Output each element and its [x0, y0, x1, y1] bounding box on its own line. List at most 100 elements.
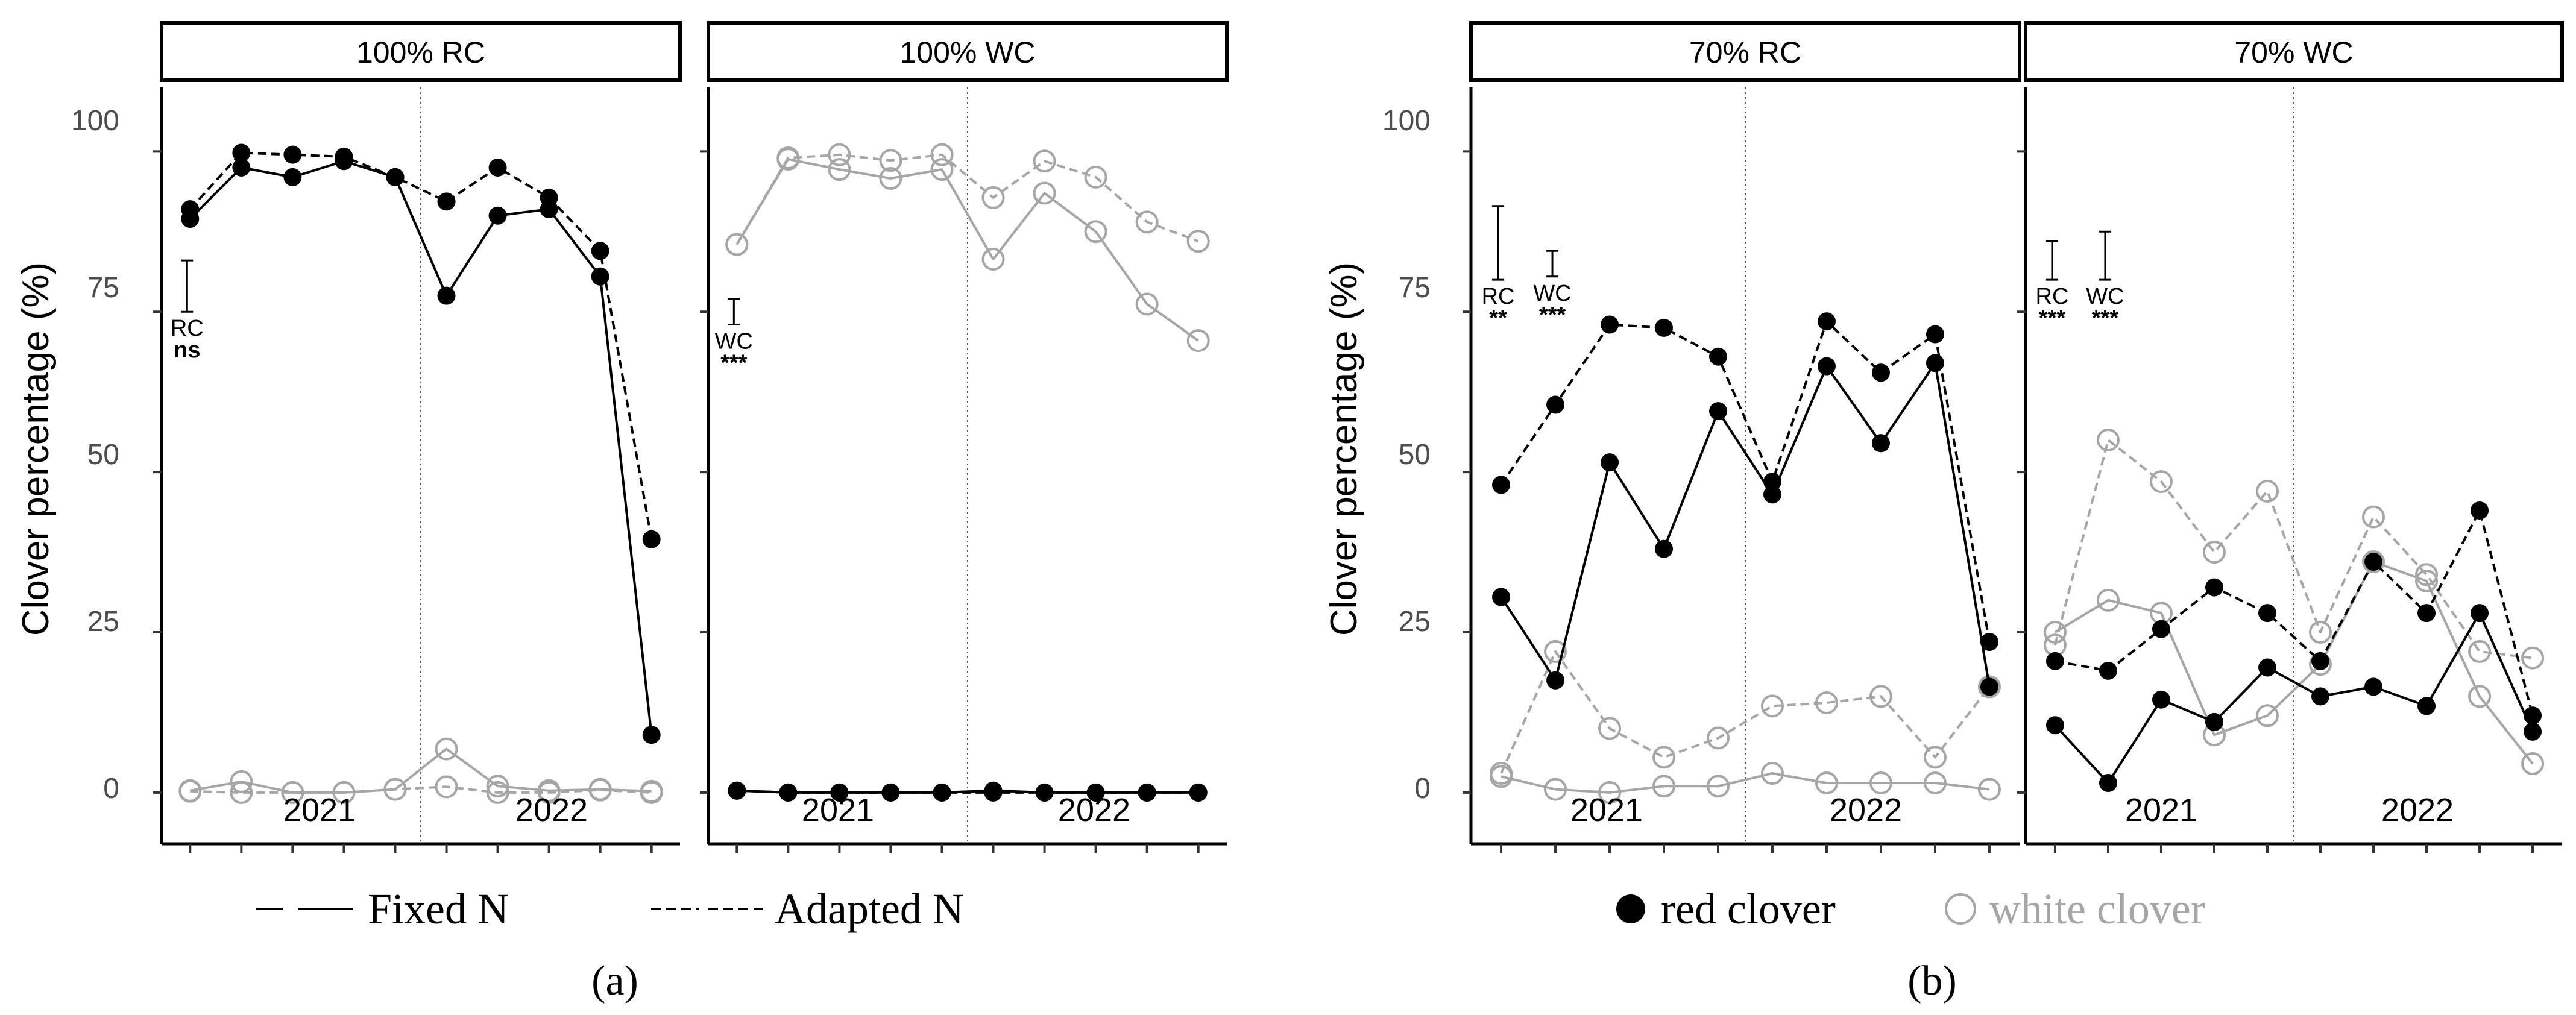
legend-clover: red clover white clover [1616, 885, 2205, 933]
series-line-red-clover-adapted-n [1500, 320, 1991, 643]
data-point-red-clover [2045, 652, 2064, 670]
significance-label: RC [1482, 284, 1515, 309]
y-axis-title: Clover percentage (%) [1323, 262, 1365, 636]
significance-label: WC [1533, 281, 1571, 306]
significance-stars: *** [1539, 303, 1566, 328]
data-point-white-clover [1760, 694, 1784, 718]
series-line-white-clover-adapted-n [2053, 439, 2533, 659]
data-point-white-clover [1923, 746, 1947, 769]
data-point-white-clover [2362, 550, 2385, 574]
data-point-white-clover [281, 781, 304, 804]
data-point-white-clover [2255, 704, 2279, 727]
plot-area: RC** WC*** [1463, 87, 2020, 853]
data-point-red-clover [2099, 661, 2117, 680]
data-point-red-clover [488, 158, 507, 177]
data-point-red-clover [1926, 354, 1944, 372]
data-point-red-clover [1138, 783, 1156, 802]
data-point-red-clover [2045, 716, 2064, 735]
data-point-red-clover [335, 147, 353, 166]
series-line-red-clover-fixed-n [1500, 362, 1991, 687]
data-point-white-clover [2362, 505, 2385, 529]
data-point-white-clover [1490, 762, 1513, 785]
data-point-red-clover [2471, 501, 2489, 520]
data-point-white-clover [1186, 230, 1210, 253]
facet-strip [160, 21, 682, 82]
data-point-red-clover [2205, 712, 2223, 731]
data-point-red-clover [2152, 620, 2170, 638]
facet-strip [2024, 21, 2564, 82]
data-point-red-clover [2099, 773, 2117, 792]
legend-fixed-label: Fixed N [368, 885, 509, 933]
facet-strip-label: 70% WC [2234, 36, 2353, 69]
facet-strip [707, 21, 1229, 82]
data-point-red-clover [1763, 473, 1781, 491]
data-point-white-clover [981, 186, 1005, 209]
legend-adapted-label: Adapted N [775, 885, 964, 933]
data-point-white-clover [383, 778, 407, 801]
panel-tag-a: (a) [591, 958, 638, 1004]
y-tick-label: 100 [71, 105, 119, 137]
data-point-white-clover [981, 248, 1005, 271]
data-point-red-clover [232, 143, 251, 162]
y-tick-label: 25 [1399, 606, 1431, 638]
facet-strip-label: 70% RC [1689, 36, 1801, 69]
legend-white-clover-label: white clover [1989, 885, 2205, 933]
data-point-red-clover [540, 188, 558, 207]
y-tick-label: 50 [87, 439, 119, 471]
year-label-2022: 2022 [515, 792, 588, 828]
y-tick-label: 75 [1399, 272, 1431, 304]
data-point-red-clover [1601, 315, 1619, 334]
series-line-red-clover-fixed-n [189, 160, 653, 735]
data-point-white-clover [1977, 675, 2001, 699]
data-point-white-clover [2468, 639, 2492, 663]
data-point-red-clover [1086, 783, 1105, 802]
data-point-red-clover [1655, 539, 1674, 558]
data-point-white-clover [1084, 220, 1107, 244]
data-point-white-clover [332, 781, 356, 804]
data-point-red-clover [1709, 347, 1728, 366]
plot-area: RC***WC*** [2017, 87, 2562, 853]
data-point-red-clover [1763, 485, 1781, 504]
facet-100-wc: 100% WC WC*** 2021 2022 [700, 21, 1229, 853]
data-point-white-clover [828, 143, 851, 166]
data-point-white-clover [879, 149, 902, 172]
plot-area: WC*** [700, 87, 1227, 853]
year-label-2021: 2021 [802, 792, 874, 828]
data-point-red-clover [2364, 677, 2383, 696]
data-point-white-clover [1869, 771, 1892, 794]
data-point-white-clover [930, 143, 954, 166]
data-point-white-clover [1760, 762, 1784, 785]
data-point-red-clover [1655, 318, 1674, 337]
data-point-white-clover [2521, 752, 2545, 776]
y-tick-label: 75 [87, 272, 119, 304]
data-point-white-clover [435, 737, 458, 761]
data-point-red-clover [1980, 632, 1998, 651]
facet-strip [1469, 21, 2021, 82]
data-point-red-clover [933, 783, 951, 802]
data-point-white-clover [2415, 563, 2439, 586]
data-point-red-clover [830, 783, 849, 802]
y-axis-title: Clover percentage (%) [15, 262, 57, 636]
data-point-red-clover [642, 726, 661, 744]
series-line-red-clover-adapted-n [2055, 509, 2534, 716]
y-tick-label: 100 [1382, 105, 1431, 137]
data-point-white-clover [828, 158, 851, 181]
data-point-white-clover [1707, 775, 1730, 798]
data-point-white-clover [2468, 685, 2492, 708]
data-point-white-clover [640, 781, 663, 804]
data-point-white-clover [776, 146, 800, 169]
year-label-2021: 2021 [1570, 792, 1643, 828]
data-point-red-clover [779, 783, 798, 802]
series-line-white-clover-adapted-n [190, 785, 652, 794]
y-axis-ticks: 0 25 50 75 100 [1382, 105, 1431, 805]
data-point-red-clover [1926, 325, 1944, 344]
data-point-white-clover [1923, 771, 1947, 794]
data-point-red-clover [2311, 687, 2330, 706]
data-point-red-clover [1035, 783, 1054, 802]
significance-label: WC [2086, 284, 2124, 309]
data-point-white-clover [2255, 480, 2279, 503]
data-point-red-clover [728, 781, 746, 800]
series-line-white-clover-adapted-n [735, 153, 1199, 245]
